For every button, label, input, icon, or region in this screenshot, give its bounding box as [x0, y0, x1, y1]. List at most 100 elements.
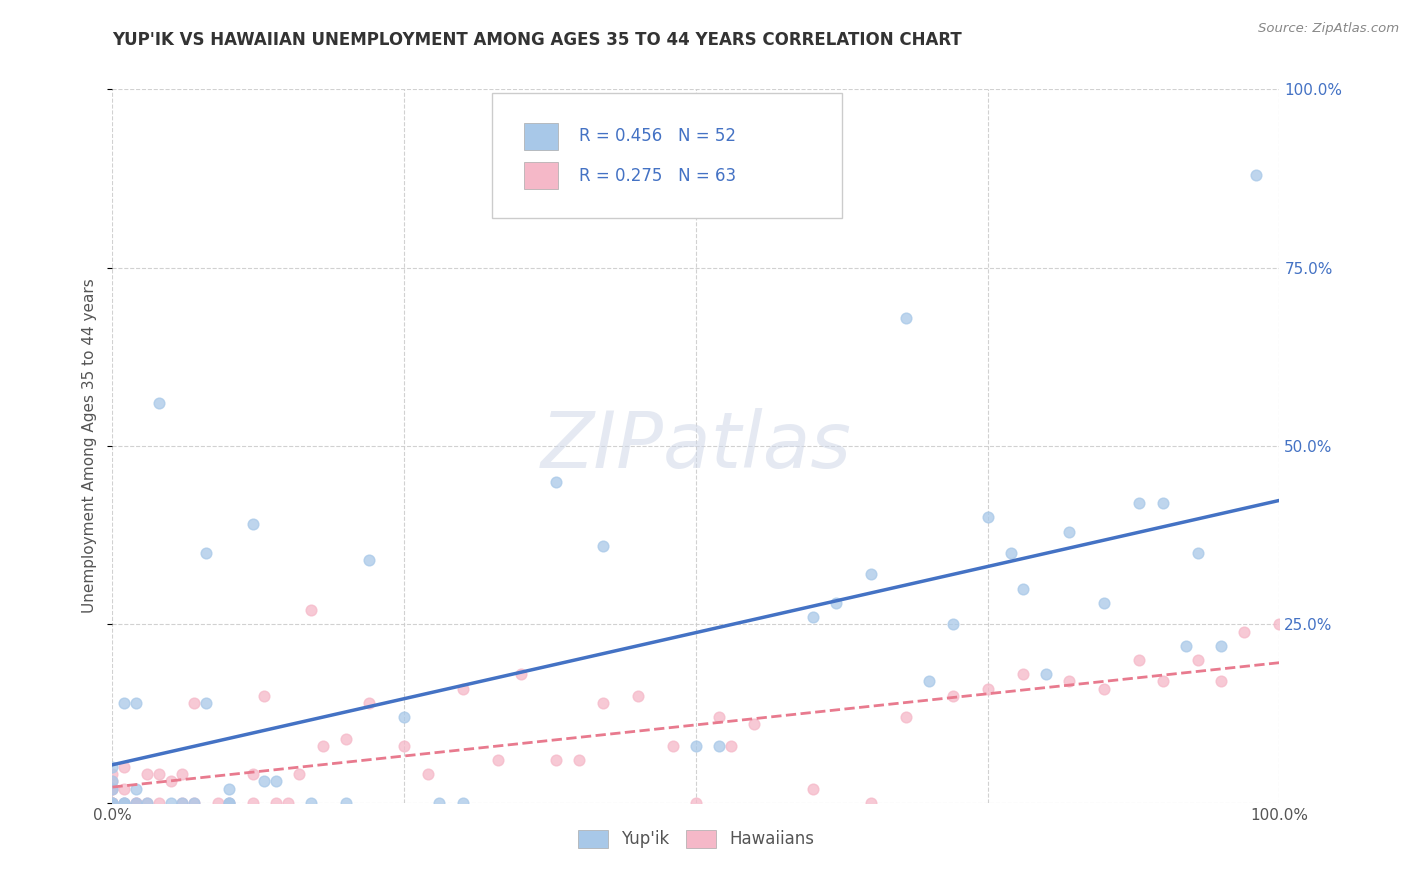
Point [276, 796, 298, 810]
Point [183, 696, 205, 710]
Point [207, 796, 229, 810]
Point [801, 610, 824, 624]
Point [218, 781, 240, 796]
Point [136, 796, 159, 810]
Point [1094, 596, 1116, 610]
Point [592, 539, 614, 553]
Point [136, 796, 159, 810]
Point [101, 774, 124, 789]
Point [218, 796, 240, 810]
Point [311, 739, 333, 753]
Point [709, 739, 731, 753]
Point [335, 796, 357, 810]
Y-axis label: Unemployment Among Ages 35 to 44 years: Unemployment Among Ages 35 to 44 years [82, 278, 97, 614]
Point [148, 396, 170, 410]
Point [1011, 667, 1033, 681]
Point [194, 546, 217, 560]
Point [1035, 667, 1057, 681]
Point [1152, 674, 1174, 689]
Point [1128, 496, 1150, 510]
Point [1000, 546, 1022, 560]
Point [299, 603, 322, 617]
FancyBboxPatch shape [524, 123, 558, 150]
Point [1187, 546, 1209, 560]
Point [172, 767, 194, 781]
Point [860, 796, 883, 810]
Text: Source: ZipAtlas.com: Source: ZipAtlas.com [1258, 22, 1399, 36]
FancyBboxPatch shape [524, 162, 558, 189]
Point [101, 767, 124, 781]
Point [335, 731, 357, 746]
Point [1244, 168, 1267, 182]
Point [101, 781, 124, 796]
Point [544, 753, 567, 767]
Point [112, 781, 135, 796]
Point [942, 617, 965, 632]
Text: R = 0.456   N = 52: R = 0.456 N = 52 [579, 128, 735, 145]
Point [112, 796, 135, 810]
Point [101, 796, 124, 810]
Point [242, 517, 264, 532]
Point [509, 667, 531, 681]
Point [661, 739, 683, 753]
Point [112, 760, 135, 774]
Point [172, 796, 194, 810]
Point [253, 774, 276, 789]
Point [194, 696, 217, 710]
Point [101, 760, 124, 774]
Point [218, 796, 240, 810]
Point [1209, 639, 1232, 653]
Point [627, 689, 650, 703]
FancyBboxPatch shape [492, 93, 842, 218]
Point [125, 796, 148, 810]
Point [1233, 624, 1256, 639]
Point [394, 739, 416, 753]
Point [125, 796, 148, 810]
Point [1094, 681, 1116, 696]
Point [112, 796, 135, 810]
Point [101, 796, 124, 810]
Point [101, 796, 124, 810]
Point [183, 796, 205, 810]
Point [242, 767, 264, 781]
Point [264, 774, 287, 789]
Point [183, 796, 205, 810]
Point [148, 767, 170, 781]
Point [416, 767, 439, 781]
Point [253, 689, 276, 703]
Point [125, 696, 148, 710]
Point [242, 796, 264, 810]
Point [592, 696, 614, 710]
Point [394, 710, 416, 724]
Point [101, 796, 124, 810]
Point [1059, 674, 1081, 689]
Point [101, 774, 124, 789]
Point [160, 774, 183, 789]
Point [427, 796, 450, 810]
Point [101, 796, 124, 810]
Legend: Yup'ik, Hawaiians: Yup'ik, Hawaiians [571, 823, 821, 855]
Point [1187, 653, 1209, 667]
Point [172, 796, 194, 810]
Point [112, 796, 135, 810]
Point [1268, 617, 1291, 632]
Point [160, 796, 183, 810]
Point [942, 689, 965, 703]
Point [744, 717, 766, 731]
Point [860, 567, 883, 582]
Point [264, 796, 287, 810]
Point [451, 681, 474, 696]
Point [1059, 524, 1081, 539]
Point [918, 674, 941, 689]
Point [685, 739, 707, 753]
Point [685, 796, 707, 810]
Point [125, 796, 148, 810]
Point [101, 781, 124, 796]
Point [218, 796, 240, 810]
Point [359, 696, 381, 710]
Point [1128, 653, 1150, 667]
Text: R = 0.275   N = 63: R = 0.275 N = 63 [579, 167, 735, 185]
Point [125, 781, 148, 796]
Point [894, 710, 917, 724]
Point [976, 681, 998, 696]
